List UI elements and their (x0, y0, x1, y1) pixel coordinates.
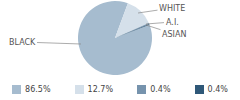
svg-text:A.I.: A.I. (166, 18, 179, 27)
svg-text:ASIAN: ASIAN (162, 30, 186, 39)
html-text:0.4%: 0.4% (150, 84, 171, 94)
svg-text:BLACK: BLACK (9, 38, 36, 47)
html-text:86.5%: 86.5% (25, 84, 51, 94)
svg-text:WHITE: WHITE (159, 4, 185, 13)
html-text:0.4%: 0.4% (207, 84, 228, 94)
html-text:12.7%: 12.7% (87, 84, 113, 94)
